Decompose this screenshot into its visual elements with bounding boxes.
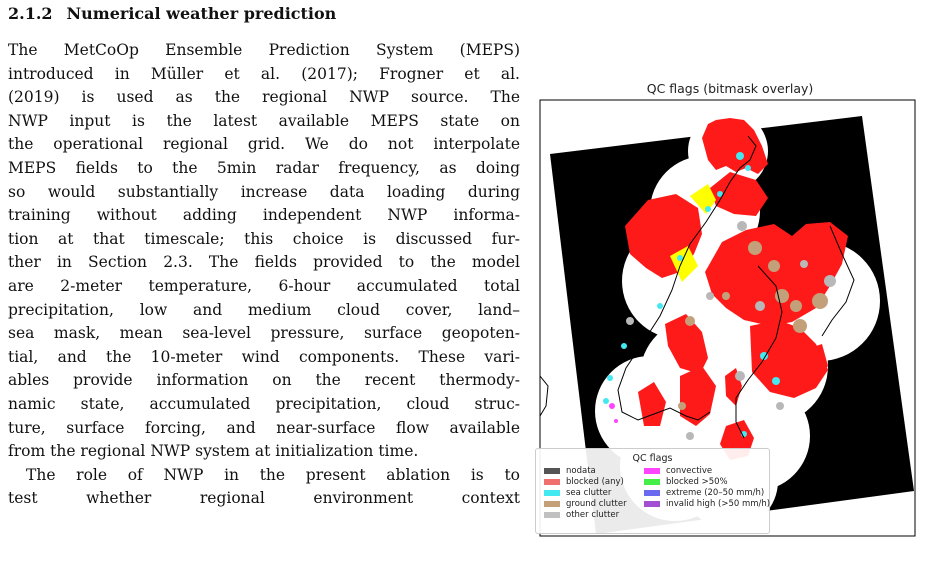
other-clutter-patches [626, 221, 836, 440]
legend-swatch [644, 500, 660, 507]
convective-patches [609, 403, 618, 423]
section-heading: 2.1.2 Numerical weather prediction [8, 4, 336, 23]
body-text: The MetCoOp Ensemble Prediction System (… [8, 39, 520, 511]
text-line: The MetCoOp Ensemble Prediction System (… [8, 41, 520, 59]
text-line: ture, surface forcing, and near-surface … [8, 418, 520, 437]
legend-item-ground-clutter: ground clutter [544, 499, 627, 509]
legend-swatch [644, 489, 660, 496]
section-number: 2.1.2 [8, 4, 53, 23]
coastlines [539, 135, 855, 439]
text-line: tial, and the 10-meter wind components. … [8, 347, 520, 366]
legend-item-convective: convective [644, 466, 712, 476]
text-line: MEPS fields to the 5min radar frequency,… [8, 158, 520, 177]
legend-swatch [544, 489, 560, 496]
text-line: training without adding independent NWP … [8, 206, 520, 225]
text-line: are 2-meter temperature, 6-hour accumula… [8, 276, 520, 295]
legend-swatch [544, 467, 560, 474]
text-line: NWP input is the latest available MEPS s… [8, 111, 520, 130]
text-line: sea mask, mean sea-level pressure, surfa… [8, 324, 520, 343]
text-line: precipitation, low and medium cloud cove… [8, 300, 520, 319]
qc-flags-figure: QC flags (bitmask overlay) [530, 76, 930, 540]
legend-item-invalid-high: invalid high (>50 mm/h) [644, 499, 770, 509]
legend-item-blocked-any: blocked (any) [544, 477, 624, 487]
legend-item-nodata: nodata [544, 466, 596, 476]
legend-item-extreme: extreme (20–50 mm/h) [644, 488, 764, 498]
legend-swatch [644, 467, 660, 474]
section-title: Numerical weather prediction [66, 4, 337, 23]
legend-item-sea-clutter: sea clutter [544, 488, 611, 498]
figure-title: QC flags (bitmask overlay) [646, 81, 814, 96]
text-line: test whether regional environment contex… [8, 489, 520, 508]
legend-swatch [544, 478, 560, 485]
text-line: introduced in Müller et al. (2017); Frog… [8, 64, 520, 83]
text-line: ables provide information on the recent … [8, 371, 520, 390]
legend-swatch [644, 478, 660, 485]
legend-title: QC flags [632, 453, 673, 464]
text-line: tion at that timescale; this choice is d… [8, 229, 520, 248]
text-line: namic state, accumulated precipitation, … [8, 394, 520, 413]
text-line: The role of NWP in the present ablation … [26, 465, 520, 484]
legend-swatch [544, 500, 560, 507]
text-line: from the regional NWP system at initiali… [8, 442, 419, 461]
legend: QC flags nodata blocked (any) sea clutte… [535, 448, 770, 534]
sea-clutter-patches [603, 152, 780, 437]
text-line: the operational regional grid. We do not… [8, 135, 520, 154]
ground-clutter-patches [678, 241, 828, 410]
legend-item-blocked-over-50: blocked >50% [644, 477, 728, 487]
legend-item-other-clutter: other clutter [544, 510, 619, 520]
text-line: so would substantially increase data loa… [8, 182, 520, 201]
text-line: ther in Section 2.3. The fields provided… [8, 253, 520, 272]
text-line: (2019) is used as the regional NWP sourc… [8, 88, 520, 107]
legend-swatch [544, 511, 560, 518]
